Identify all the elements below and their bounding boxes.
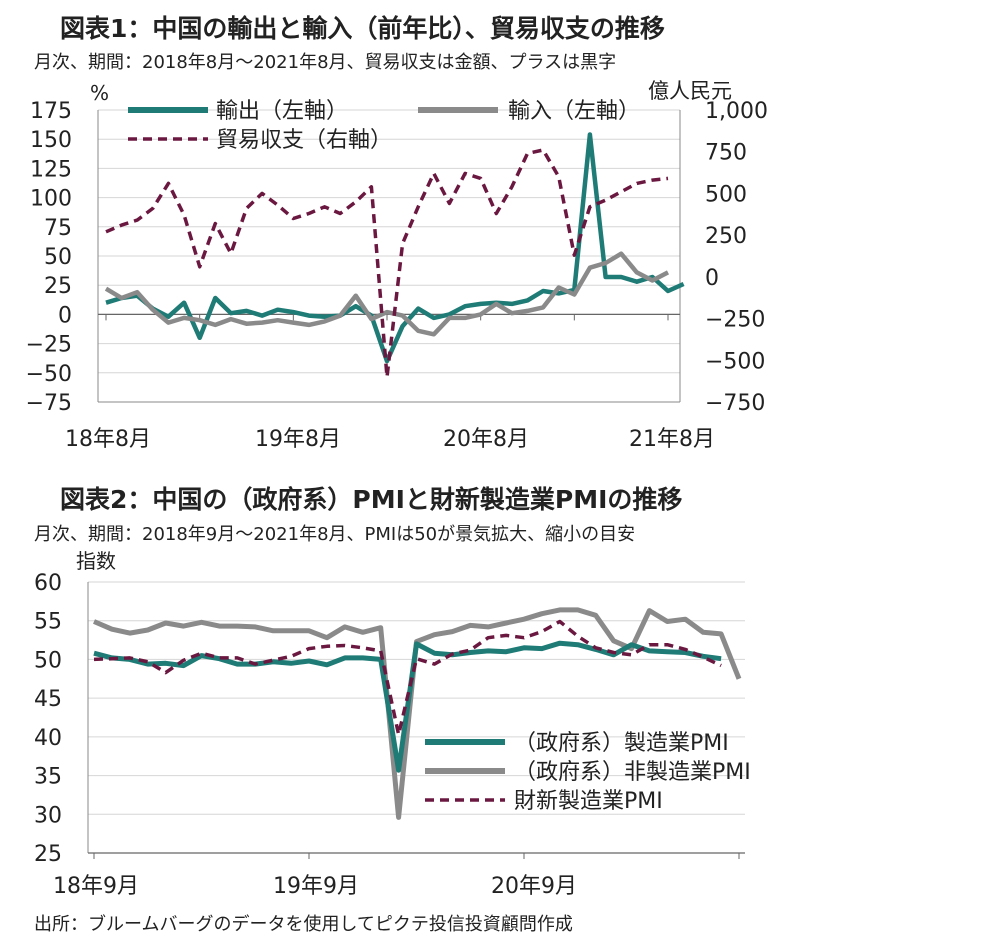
chart1-ytick-left: 125: [30, 157, 72, 182]
chart2-series-caixin-mfg: [93, 619, 722, 737]
chart1-ytick-left: −25: [26, 333, 72, 358]
chart1-ytick-right: 1,000: [705, 99, 768, 124]
chart2-xtick-label: 19年9月: [273, 874, 359, 899]
chart1-ytick-left: −75: [26, 391, 72, 416]
chart1-subtitle: 月次、期間：2018年8月～2021年8月、貿易収支は金額、プラスは黒字: [34, 52, 617, 73]
chart1-xtick-label: 20年8月: [443, 427, 529, 452]
chart1-legend-label: 輸出（左軸）: [216, 99, 348, 124]
chart2-legend-label: （政府系）非製造業PMI: [514, 760, 751, 785]
chart2-ytick: 50: [34, 648, 62, 673]
chart1-ytick-left: −50: [26, 362, 72, 387]
chart2-ytick: 25: [34, 842, 62, 867]
chart2-ytick: 60: [34, 571, 62, 596]
chart2-ytick: 55: [34, 610, 62, 635]
chart1-ytick-right: 500: [705, 182, 747, 207]
chart2-ytick: 45: [34, 687, 62, 712]
chart2-legend-label: （政府系）製造業PMI: [514, 731, 729, 756]
chart1-xtick-label: 18年8月: [65, 427, 151, 452]
chart1-ytick-right: 0: [705, 266, 719, 291]
chart1-ytick-left: 150: [30, 128, 72, 153]
chart1-ytick-right: 750: [705, 141, 747, 166]
chart1-ylabel-left: %: [90, 81, 109, 105]
chart2-ytick: 35: [34, 765, 62, 790]
chart1-trade: 1751501251007550250−25−50−751,0007505002…: [26, 79, 768, 452]
chart2-ytick: 30: [34, 803, 62, 828]
chart1-series-balance: [105, 148, 669, 379]
chart2-xtick-label: 20年9月: [491, 874, 577, 899]
chart1-series-import: [104, 251, 670, 337]
chart1-ytick-left: 75: [44, 216, 72, 241]
chart1-ytick-left: 25: [44, 274, 72, 299]
chart1-ytick-left: 175: [30, 99, 72, 124]
chart1-legend-label: 輸入（左軸）: [508, 99, 640, 124]
chart2-title: 図表2：中国の（政府系）PMIと財新製造業PMIの推移: [60, 485, 683, 514]
chart1-title: 図表1：中国の輸出と輸入（前年比）、貿易収支の推移: [60, 14, 665, 43]
chart1-ytick-left: 0: [58, 303, 72, 328]
chart2-legend-label: 財新製造業PMI: [514, 789, 663, 814]
chart1-xtick-label: 21年8月: [629, 427, 715, 452]
chart2-ytick: 40: [34, 726, 62, 751]
chart1-ytick-right: −750: [705, 391, 765, 416]
chart1-ytick-left: 100: [30, 187, 72, 212]
chart1-ytick-right: 250: [705, 224, 747, 249]
chart1-ylabel-right: 億人民元: [648, 79, 732, 103]
chart1-legend-label: 貿易収支（右軸）: [216, 128, 392, 153]
chart1-ytick-right: −250: [705, 308, 765, 333]
chart2-series-official-mfg: [93, 640, 722, 773]
chart1-series-export: [105, 132, 685, 364]
source-note: 出所：ブルームバーグのデータを使用してピクテ投信投資顧問作成: [34, 914, 573, 935]
chart2-ylabel: 指数: [76, 549, 116, 573]
chart1-ytick-left: 50: [44, 245, 72, 270]
chart1-xtick-label: 19年8月: [255, 427, 341, 452]
chart1-ytick-right: −500: [705, 349, 765, 374]
chart2-xtick-label: 18年9月: [53, 874, 139, 899]
chart2-subtitle: 月次、期間：2018年9月～2021年8月、PMIは50が景気拡大、縮小の目安: [34, 524, 636, 545]
chart2-series-official-nonmfg: [93, 607, 742, 820]
